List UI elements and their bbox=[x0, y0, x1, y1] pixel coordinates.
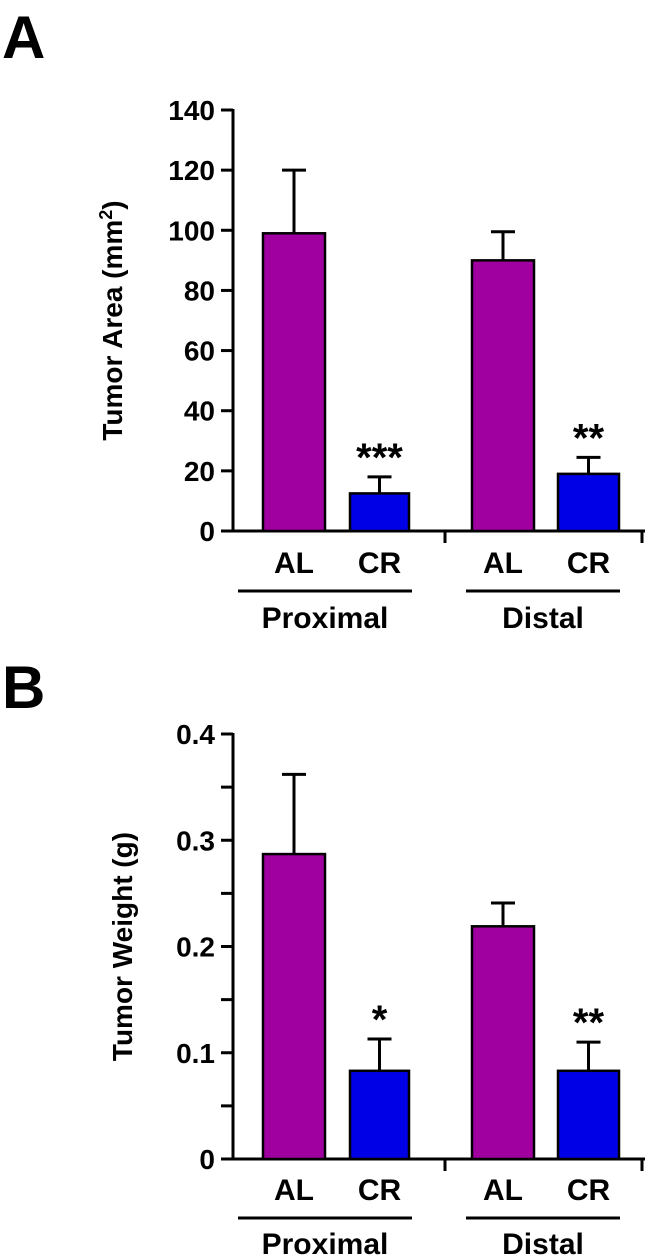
x-category-label: AL bbox=[274, 1174, 314, 1207]
y-tick-label: 0.2 bbox=[176, 932, 215, 963]
bar-distal-cr bbox=[556, 1069, 621, 1161]
x-category-label: AL bbox=[483, 1174, 523, 1207]
bar-proximal-al bbox=[261, 852, 327, 1161]
y-tick-label: 20 bbox=[184, 456, 215, 487]
bar-proximal-cr bbox=[348, 492, 411, 533]
x-category-label: CR bbox=[358, 547, 402, 580]
bar-distal-cr bbox=[556, 472, 621, 533]
y-tick-label: 60 bbox=[184, 336, 215, 367]
y-tick-label: 0 bbox=[199, 1144, 215, 1175]
group-label: Proximal bbox=[262, 602, 389, 635]
group-label: Proximal bbox=[262, 1228, 389, 1257]
bar-distal-al bbox=[470, 259, 536, 533]
panel-letter: A bbox=[2, 4, 45, 71]
bar-proximal-al bbox=[261, 232, 327, 533]
y-tick-label: 100 bbox=[168, 215, 215, 246]
y-tick-label: 120 bbox=[168, 155, 215, 186]
significance-marker: *** bbox=[356, 436, 403, 480]
x-category-label: AL bbox=[483, 547, 523, 580]
y-tick-label: 40 bbox=[184, 396, 215, 427]
significance-marker: * bbox=[372, 998, 388, 1042]
y-axis-label: Tumor Weight (g) bbox=[107, 832, 138, 1061]
y-tick-label: 0.3 bbox=[176, 825, 215, 856]
bar-distal-al bbox=[470, 925, 536, 1161]
y-tick-label: 0.1 bbox=[176, 1038, 215, 1069]
y-tick-label: 80 bbox=[184, 275, 215, 306]
bar-proximal-cr bbox=[348, 1069, 411, 1161]
y-tick-label: 0.4 bbox=[176, 719, 215, 750]
x-category-label: CR bbox=[567, 1174, 611, 1207]
y-tick-label: 140 bbox=[168, 95, 215, 126]
y-tick-label: 0 bbox=[199, 516, 215, 547]
panel-b: B 0 0.1 0.2 0.3 0.4 Tumor Weight (g) AL * CR Proxi… bbox=[2, 654, 645, 1257]
panel-letter: B bbox=[2, 654, 45, 721]
significance-marker: ** bbox=[573, 416, 605, 460]
y-axis-label: Tumor Area (mm2) bbox=[96, 200, 128, 440]
x-category-label: CR bbox=[567, 547, 611, 580]
x-category-label: AL bbox=[274, 547, 314, 580]
x-category-label: CR bbox=[358, 1174, 402, 1207]
significance-marker: ** bbox=[573, 1001, 605, 1045]
group-label: Distal bbox=[502, 1228, 584, 1257]
group-label: Distal bbox=[502, 602, 584, 635]
